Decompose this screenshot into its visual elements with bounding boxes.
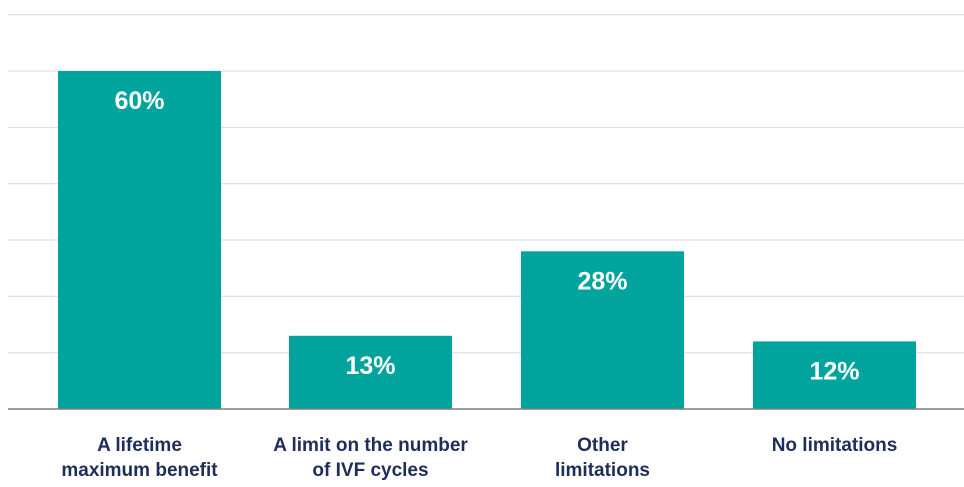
category-label: A lifetime maximum benefit	[61, 435, 218, 481]
bar	[753, 341, 916, 409]
bar-value-label: 12%	[809, 357, 859, 385]
category-label-line: Other	[577, 435, 628, 456]
bar-value-label: 60%	[114, 87, 164, 115]
category-label-line: of IVF cycles	[312, 460, 428, 481]
bars	[58, 71, 916, 409]
category-labels: A lifetime maximum benefit A limit on the …	[61, 435, 897, 481]
category-label-line: limitations	[555, 460, 650, 481]
bar-value-labels: 60% 13% 28% 12%	[114, 87, 859, 385]
category-label-line: maximum benefit	[61, 460, 218, 481]
category-label-line: No limitations	[772, 435, 898, 456]
category-label: No limitations	[772, 435, 898, 456]
category-label-line: A limit on the number	[273, 435, 468, 456]
category-label-line: A lifetime	[97, 435, 182, 456]
category-label: A limit on the number of IVF cycles	[273, 435, 468, 481]
bar	[289, 335, 452, 409]
category-label: Other limitations	[555, 435, 650, 481]
bar	[521, 251, 684, 409]
bar-value-label: 13%	[345, 352, 395, 380]
bar	[58, 71, 221, 409]
bar-value-label: 28%	[577, 267, 627, 295]
